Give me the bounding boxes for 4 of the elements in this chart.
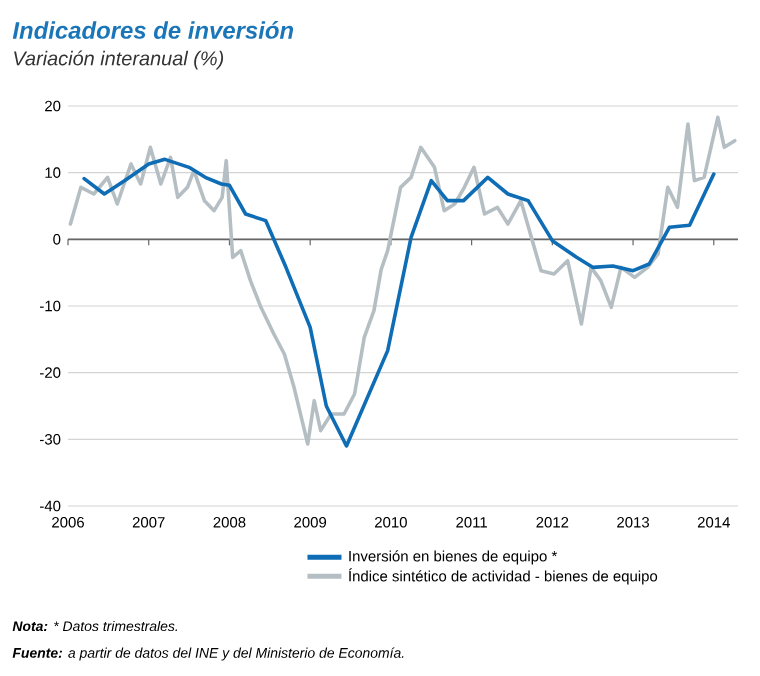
chart-title: Indicadores de inversión xyxy=(12,21,294,39)
line-series xyxy=(68,115,737,446)
line-series xyxy=(82,157,716,448)
chart-subtitle: Variación interanual (%) xyxy=(14,50,224,70)
